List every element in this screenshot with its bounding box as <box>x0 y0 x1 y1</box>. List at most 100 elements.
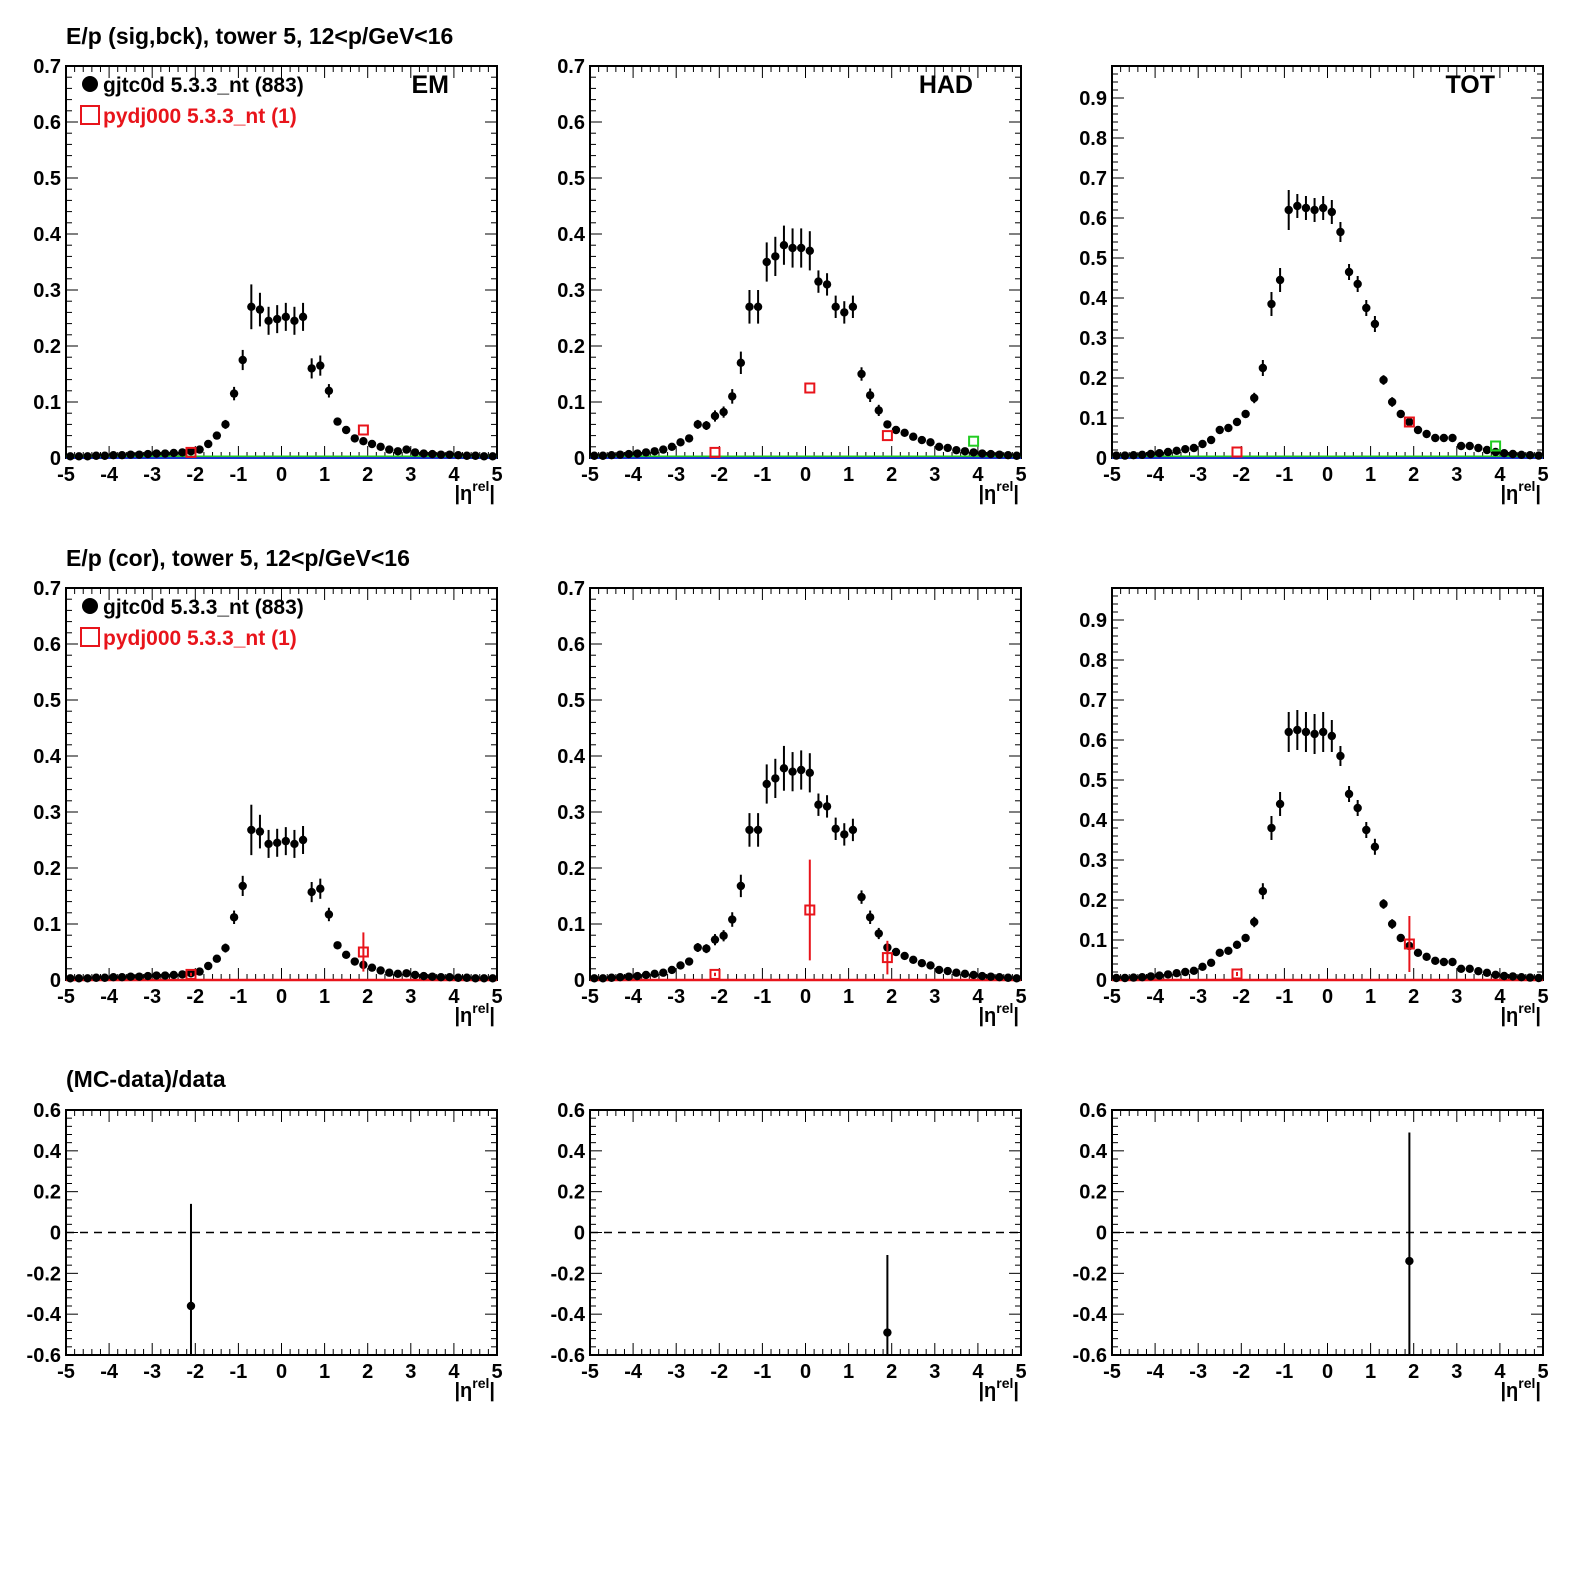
data-point <box>805 246 815 255</box>
data-point <box>152 971 161 980</box>
x-tick-label: 3 <box>1451 464 1462 486</box>
data-point <box>264 839 273 849</box>
x-tick-label: -2 <box>186 986 204 1008</box>
x-tick-label: 2 <box>886 1361 897 1383</box>
data-point <box>693 943 702 952</box>
x-tick-label: -2 <box>710 986 728 1008</box>
mc-point <box>1490 440 1502 452</box>
data-point <box>1258 887 1268 896</box>
y-tick-label: 0.4 <box>1079 1141 1108 1163</box>
data-point <box>684 957 694 966</box>
data-point <box>1198 962 1207 971</box>
data-point <box>1448 957 1457 967</box>
legend-marker-square <box>80 105 100 125</box>
data-point <box>1491 447 1500 457</box>
x-tick-label: -1 <box>754 1361 772 1383</box>
data-point <box>788 243 797 253</box>
y-tick-label: 0 <box>50 448 61 470</box>
data-point <box>779 241 789 250</box>
y-tick-label: 0.9 <box>1079 88 1107 110</box>
data-point <box>874 929 883 938</box>
data-point <box>590 451 599 460</box>
data-point <box>247 825 256 835</box>
data-point <box>607 451 616 460</box>
x-tick-label: -2 <box>710 1361 728 1383</box>
data-point <box>702 944 711 953</box>
panel-p12: -5 -4 -3 -2 -1 0 1 2 3 4 5 0 0.1 0.2 0.3 0.4 0.5 0.6 0.7 |η… <box>557 56 1026 505</box>
x-tick-label: 5 <box>1537 464 1548 486</box>
data-point <box>1250 393 1259 403</box>
data-point <box>1301 727 1311 737</box>
x-tick-label: -4 <box>1146 986 1165 1008</box>
data-point <box>91 451 101 460</box>
data-point <box>900 428 909 437</box>
x-tick-label: -1 <box>754 464 772 486</box>
data-point <box>659 968 668 977</box>
data-point <box>1336 227 1345 237</box>
x-axis-label: |ηrel| <box>978 478 1019 505</box>
x-tick-label: -5 <box>581 464 599 486</box>
y-tick-label: 0.2 <box>557 336 585 358</box>
data-point <box>195 967 204 976</box>
data-point <box>598 451 608 460</box>
y-tick-label: 0.4 <box>1079 810 1108 832</box>
data-point <box>805 768 815 777</box>
x-tick-label: 4 <box>448 464 460 486</box>
data-point <box>840 308 849 317</box>
data-point <box>1336 751 1345 761</box>
data-point <box>1456 964 1466 973</box>
data-point <box>479 974 489 983</box>
data-point <box>796 243 806 253</box>
x-tick-label: 5 <box>491 464 502 486</box>
data-point <box>117 451 127 460</box>
data-point <box>1206 435 1216 445</box>
data-point <box>462 451 472 460</box>
data-point <box>419 449 428 458</box>
data-point <box>865 913 875 922</box>
y-tick-label: 0.1 <box>557 392 585 414</box>
y-tick-label: 0.7 <box>33 56 61 78</box>
y-tick-label: -0.2 <box>551 1263 585 1285</box>
data-point <box>1258 363 1268 373</box>
data-point <box>272 314 282 324</box>
data-point <box>1284 205 1293 215</box>
data-point <box>598 974 608 983</box>
y-tick-label: -0.2 <box>27 1263 61 1285</box>
data-point <box>298 312 308 322</box>
data-point <box>1215 948 1224 957</box>
data-point <box>445 973 454 982</box>
x-tick-label: 4 <box>448 1361 460 1383</box>
data-point <box>290 316 299 325</box>
data-point <box>1534 451 1543 460</box>
data-point <box>238 355 247 365</box>
data-point <box>779 764 789 773</box>
data-point <box>316 361 325 370</box>
data-point <box>943 443 952 453</box>
y-tick-label: 0.5 <box>557 168 585 190</box>
data-point <box>160 449 170 458</box>
x-tick-label: -4 <box>100 464 119 486</box>
y-tick-label: 0.4 <box>33 1141 62 1163</box>
panel-p22: -5 -4 -3 -2 -1 0 1 2 3 4 5 0 0.1 0.2 0.3 0.4 0.5 0.6 0.7 |η… <box>557 578 1026 1027</box>
x-tick-label: 1 <box>1365 986 1376 1008</box>
data-point <box>607 973 616 982</box>
x-tick-label: -1 <box>1276 464 1294 486</box>
data-point <box>969 448 978 457</box>
x-tick-label: 4 <box>1494 1361 1506 1383</box>
data-point <box>1508 972 1518 981</box>
data-point <box>1003 973 1013 982</box>
x-tick-label: 5 <box>1015 986 1026 1008</box>
data-point <box>316 884 325 893</box>
y-tick-label: 0.7 <box>1079 690 1107 712</box>
y-tick-label: -0.6 <box>551 1345 585 1367</box>
data-point <box>221 943 230 953</box>
data-point <box>126 450 135 459</box>
data-point <box>385 968 394 977</box>
x-tick-label: 4 <box>1494 986 1506 1008</box>
data-point <box>74 452 84 461</box>
x-tick-label: 4 <box>448 986 460 1008</box>
x-tick-label: 1 <box>319 1361 330 1383</box>
data-point <box>814 277 823 286</box>
data-point <box>1370 842 1380 851</box>
